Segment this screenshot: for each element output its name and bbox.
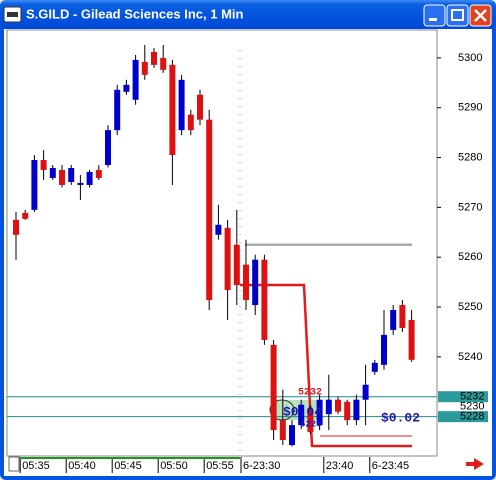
price-tag-label: 5228 bbox=[460, 411, 484, 423]
price-tag bbox=[438, 391, 488, 403]
candle-body bbox=[132, 59, 139, 100]
x-tick-label: 6-23:30 bbox=[243, 460, 280, 472]
candle-body bbox=[316, 399, 323, 426]
candle-body bbox=[353, 399, 360, 421]
candle-body bbox=[298, 404, 305, 426]
y-tick-label: 5300 bbox=[458, 52, 482, 64]
candle-body bbox=[399, 305, 406, 328]
candle-body bbox=[307, 409, 314, 433]
candle-body bbox=[169, 64, 176, 156]
minimize-button[interactable] bbox=[423, 4, 446, 27]
candle-body bbox=[31, 160, 38, 210]
candle-body bbox=[233, 244, 240, 286]
candle-body bbox=[344, 401, 351, 421]
candle-body bbox=[362, 384, 369, 400]
candle-body bbox=[390, 310, 397, 330]
candle-body bbox=[335, 399, 341, 412]
x-tick-label: 05:50 bbox=[160, 460, 188, 472]
candle-body bbox=[40, 160, 47, 171]
y-tick-label: 5240 bbox=[458, 351, 482, 363]
y-tick-label: 5270 bbox=[458, 201, 482, 213]
candle-body bbox=[371, 362, 378, 372]
candle-body bbox=[289, 425, 295, 446]
candle-body bbox=[206, 119, 213, 301]
candle-body bbox=[187, 114, 194, 131]
window-title: S.GILD - Gilead Sciences Inc, 1 Min bbox=[26, 6, 244, 21]
selection-handle bbox=[269, 399, 295, 421]
x-tick-label: 05:55 bbox=[206, 460, 234, 472]
candle-body bbox=[279, 420, 286, 441]
plot-area bbox=[6, 29, 438, 457]
maximize-button[interactable] bbox=[446, 4, 469, 27]
candle-body bbox=[59, 170, 65, 185]
x-tick-label: 6-23:45 bbox=[372, 460, 409, 472]
candle-body bbox=[261, 259, 268, 340]
candle-body bbox=[178, 79, 185, 131]
y-tick-label: 5290 bbox=[458, 102, 482, 114]
x-tick-label: 05:35 bbox=[22, 460, 50, 472]
candle-body bbox=[381, 334, 387, 365]
candle-body bbox=[105, 130, 111, 166]
candle-body bbox=[160, 57, 167, 70]
title-bar bbox=[0, 0, 496, 29]
x-tick-label: 05:45 bbox=[114, 460, 142, 472]
time-axis bbox=[7, 457, 437, 473]
y-tick-label: 5280 bbox=[458, 151, 482, 163]
annotation: $0.04 bbox=[283, 404, 322, 419]
price-tag-label: 5232 bbox=[460, 391, 484, 403]
y-tick-label: 5250 bbox=[458, 301, 482, 313]
candle-body bbox=[13, 219, 19, 235]
candle-body bbox=[22, 212, 29, 219]
x-tick-label: 05:40 bbox=[68, 460, 96, 472]
candle-body bbox=[141, 61, 148, 75]
last-price-label: 5230 bbox=[460, 401, 484, 413]
candle-body bbox=[325, 399, 332, 415]
scroll-thumb[interactable] bbox=[8, 456, 20, 472]
candle-body bbox=[77, 182, 84, 185]
candle-body bbox=[151, 51, 157, 65]
candle-body bbox=[243, 264, 249, 301]
x-tick-label: 23:40 bbox=[326, 460, 354, 472]
price-tag bbox=[438, 411, 488, 423]
candle-body bbox=[114, 89, 121, 131]
candle-body bbox=[123, 84, 130, 92]
close-button[interactable] bbox=[469, 4, 492, 27]
candle-body bbox=[68, 168, 75, 182]
y-tick-label: 5260 bbox=[458, 251, 482, 263]
app-icon-glyph bbox=[7, 12, 18, 17]
candle-body bbox=[270, 344, 277, 431]
scroll-right-arrow[interactable] bbox=[466, 458, 484, 470]
candle-body bbox=[252, 259, 259, 306]
candle-body bbox=[86, 172, 93, 185]
annotation: $0.02 bbox=[381, 410, 420, 425]
candle-body bbox=[215, 224, 222, 235]
candle-body bbox=[197, 94, 203, 120]
candle-body bbox=[224, 227, 231, 291]
annotation: 5232 bbox=[298, 388, 322, 399]
annotation: 5226 bbox=[300, 419, 322, 429]
candle-body bbox=[95, 170, 102, 178]
candle-body bbox=[49, 168, 56, 178]
candle-body bbox=[408, 319, 415, 360]
trailing-stop bbox=[240, 283, 412, 448]
